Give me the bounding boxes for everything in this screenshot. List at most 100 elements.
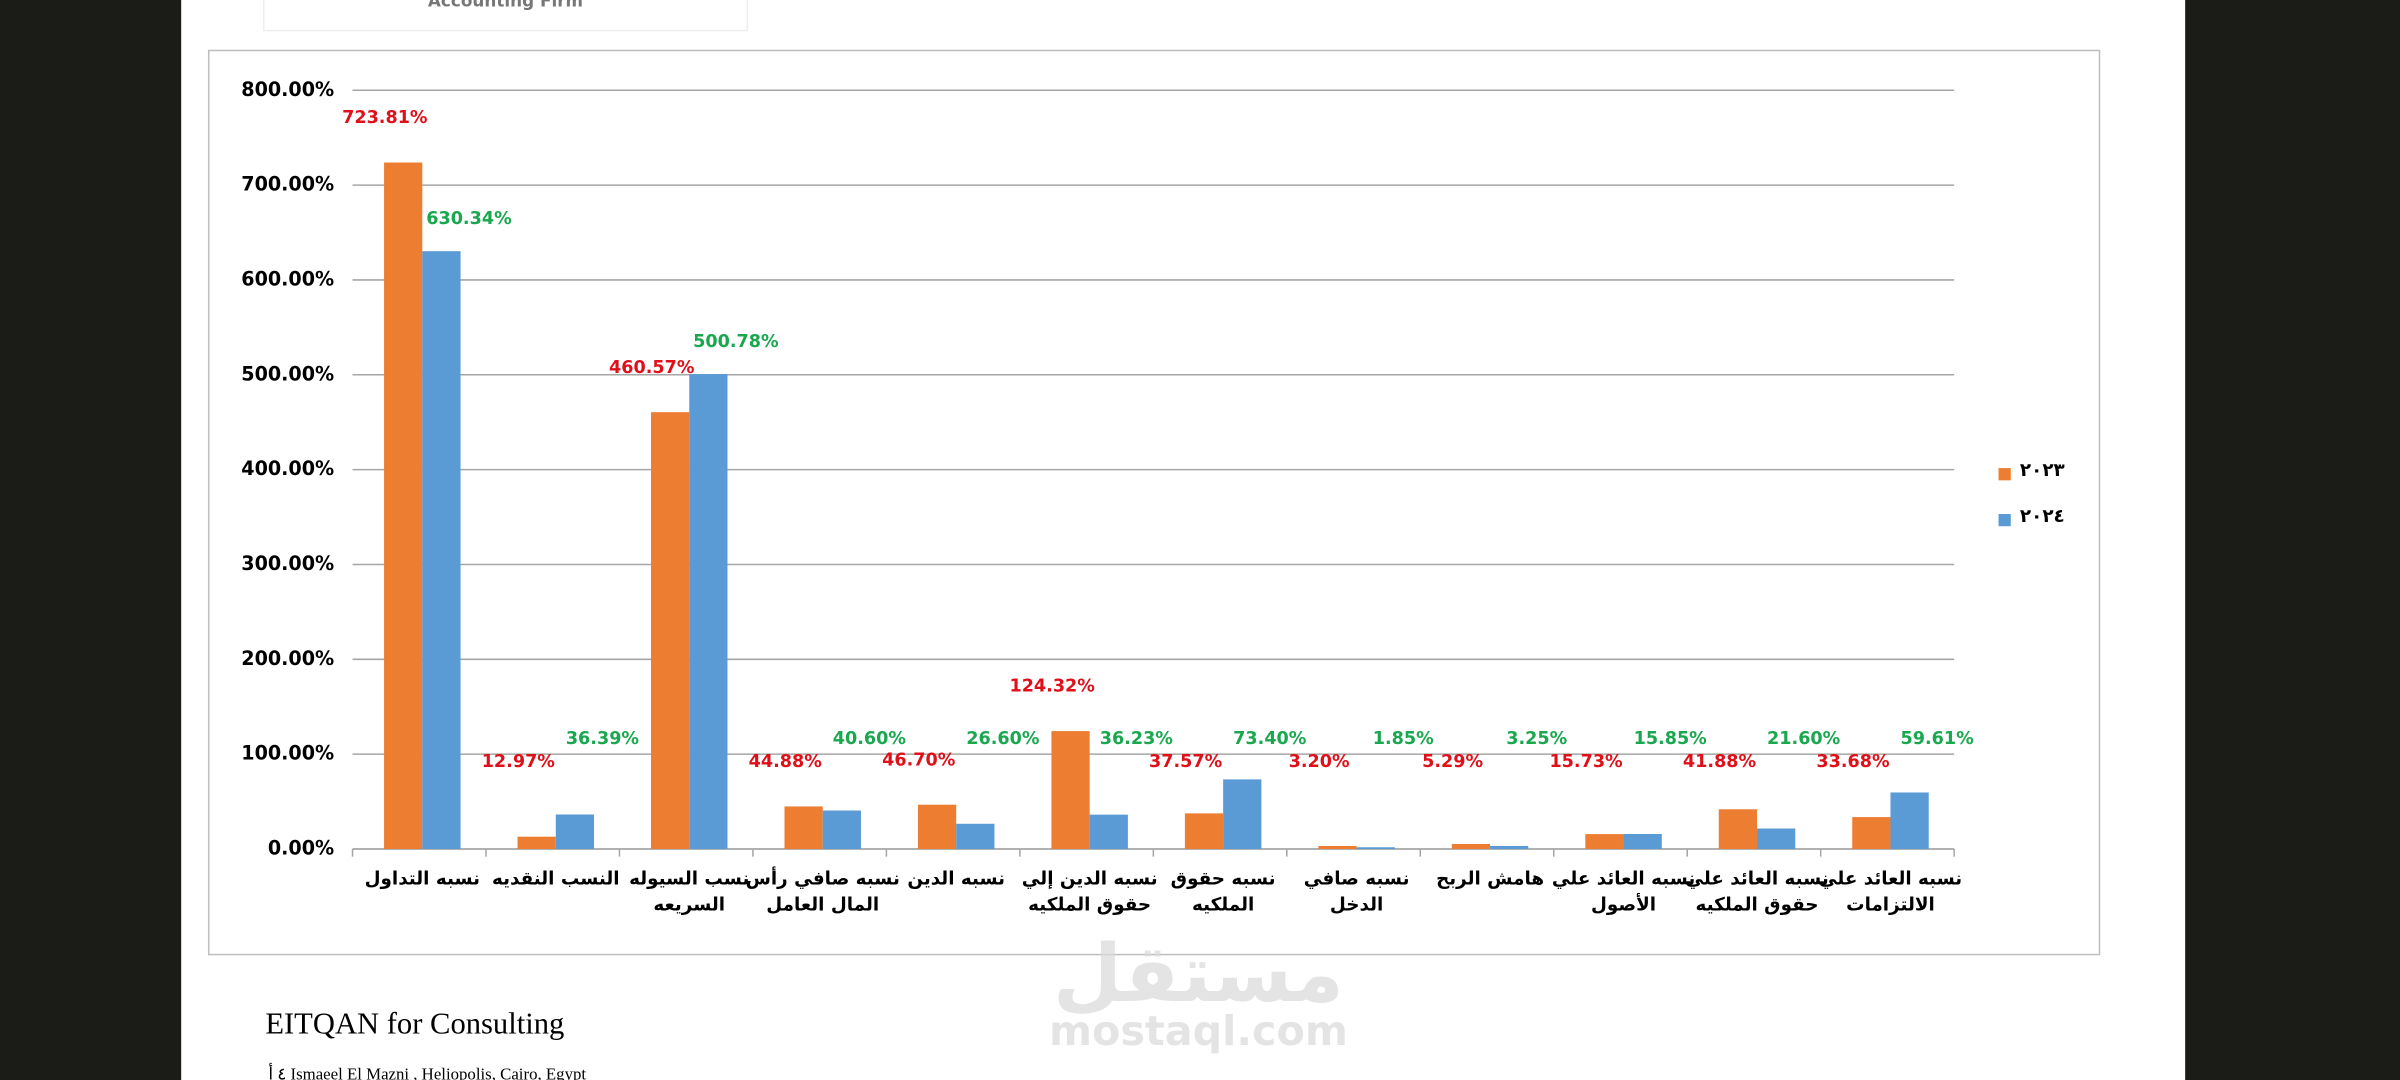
value-label: 40.60% (833, 729, 907, 749)
bar (1051, 731, 1090, 850)
bar (1223, 779, 1262, 850)
bar (1451, 843, 1491, 850)
bar (1623, 833, 1662, 850)
value-label: 124.32% (1009, 677, 1095, 697)
legend-label: ٢٠٢٤ (2020, 506, 2065, 527)
bar (517, 836, 556, 850)
bar (651, 412, 690, 850)
bar (1318, 845, 1357, 850)
x-tick-label-line: حقوق الملكيه (1028, 895, 1151, 916)
bar (1718, 809, 1758, 850)
y-tick-label: 800.00% (241, 78, 334, 101)
value-label: 723.81% (342, 108, 428, 128)
x-tick-label: النسب النقديه (492, 869, 620, 890)
x-tick-label-line: السريعه (653, 895, 725, 916)
bar (917, 804, 957, 850)
y-tick-label: 700.00% (241, 173, 334, 196)
x-tick-label: نسبه الدين إلي حقوق الملكيه (1022, 869, 1158, 916)
value-label: 36.39% (566, 729, 640, 749)
x-tick-label: نسبه العائد علي الالتزامات (1819, 869, 1962, 916)
x-tick-label: نسبه العائد علي الأصول (1552, 869, 1695, 916)
bar (1585, 834, 1624, 850)
bar (1184, 813, 1224, 850)
y-tick-label: 0.00% (268, 837, 334, 860)
value-label: 1.85% (1373, 729, 1434, 749)
watermark-arabic: مستقل (1053, 927, 1344, 1020)
value-label: 59.61% (1901, 729, 1975, 749)
value-label: 26.60% (966, 729, 1040, 749)
bar (784, 806, 823, 850)
x-tick-label: نسبه حقوق الملكيه (1171, 869, 1276, 916)
bar (689, 374, 728, 850)
value-label: 3.20% (1289, 752, 1350, 772)
bar (1852, 817, 1891, 850)
value-label: 37.57% (1149, 752, 1223, 772)
legend-swatch (1998, 468, 2011, 481)
value-label: 44.88% (749, 752, 823, 772)
x-tick-label-line: نسبه العائد علي (1685, 869, 1828, 890)
value-label: 3.25% (1506, 729, 1567, 749)
x-tick-label-line: نسبه العائد علي (1819, 869, 1962, 890)
value-label: 73.40% (1233, 729, 1307, 749)
value-label: 500.78% (693, 332, 779, 352)
x-tick-label: نسبه التداول (365, 869, 480, 890)
x-tick-label-line: نسبه صافي رأس (746, 867, 900, 890)
x-tick-label-line: الدخل (1330, 895, 1383, 916)
value-label: 630.34% (426, 209, 512, 229)
x-tick-label-line: الأصول (1591, 893, 1656, 916)
header-text: Accounting Firm (428, 0, 583, 11)
watermark-latin: mostaql.com (1049, 1007, 1348, 1055)
value-label: 46.70% (882, 750, 956, 770)
y-tick-label: 400.00% (241, 457, 334, 480)
value-label: 33.68% (1816, 752, 1890, 772)
x-tick-label-line: نسبه التداول (365, 869, 480, 890)
value-label: 41.88% (1683, 752, 1757, 772)
x-tick-label-line: المال العامل (766, 895, 879, 916)
x-tick-label-line: نسبه حقوق (1171, 869, 1276, 890)
plot-area: 0.00% 100.00% 200.00% 300.00% 400.00% 500.00%… (241, 78, 2064, 916)
value-label: 21.60% (1767, 729, 1841, 749)
x-tick-label: نسب السيوله السريعه (629, 869, 749, 916)
x-tick-label-line: نسبه العائد علي (1552, 869, 1695, 890)
value-label: 15.73% (1549, 752, 1623, 772)
value-label: 15.85% (1634, 729, 1708, 749)
bar (1757, 828, 1796, 850)
bar (822, 810, 861, 850)
footer-company: EITQAN for Consulting (265, 1006, 564, 1040)
legend-swatch (1998, 513, 2011, 527)
value-label: 36.23% (1100, 729, 1174, 749)
value-label: 460.57% (609, 358, 695, 378)
bar (1356, 847, 1395, 850)
x-tick-label-line: نسبه صافي (1304, 869, 1410, 890)
bar (555, 814, 595, 850)
y-tick-label: 500.00% (241, 362, 334, 385)
y-tick-label: 100.00% (241, 742, 334, 765)
value-label: 12.97% (482, 752, 556, 772)
bar (1089, 814, 1128, 850)
x-tick-label-line: الملكيه (1192, 895, 1254, 916)
y-tick-label: 600.00% (241, 267, 334, 290)
x-tick-label-line: حقوق الملكيه (1696, 895, 1819, 916)
x-tick-label-line: هامش الربح (1436, 869, 1544, 890)
x-tick-label-line: نسبه الدين (907, 869, 1005, 890)
bar (956, 823, 995, 850)
bar (384, 162, 423, 850)
x-tick-label-line: النسب النقديه (492, 869, 620, 890)
legend-label: ٢٠٢٣ (2020, 460, 2065, 481)
chart-frame (207, 49, 2101, 956)
x-tick-label: هامش الربح (1436, 869, 1544, 890)
footer-address: ٤ أ Ismaeel El Mazni , Heliopolis, Cairo… (268, 1062, 586, 1080)
bar (1890, 792, 1929, 850)
x-tick-label: نسبه صافي الدخل (1304, 869, 1410, 916)
x-tick-label: نسبه العائد علي حقوق الملكيه (1685, 869, 1828, 916)
y-tick-label: 300.00% (241, 552, 334, 575)
header-box (263, 0, 748, 32)
y-tick-label: 200.00% (241, 647, 334, 670)
bar (1490, 845, 1529, 850)
x-tick-label-line: الالتزامات (1846, 895, 1935, 916)
x-tick-label: نسبه صافي رأس المال العامل (746, 867, 900, 916)
bar (422, 251, 461, 850)
x-tick-label-line: نسب السيوله (629, 869, 749, 890)
x-tick-label: نسبه الدين (907, 869, 1005, 890)
